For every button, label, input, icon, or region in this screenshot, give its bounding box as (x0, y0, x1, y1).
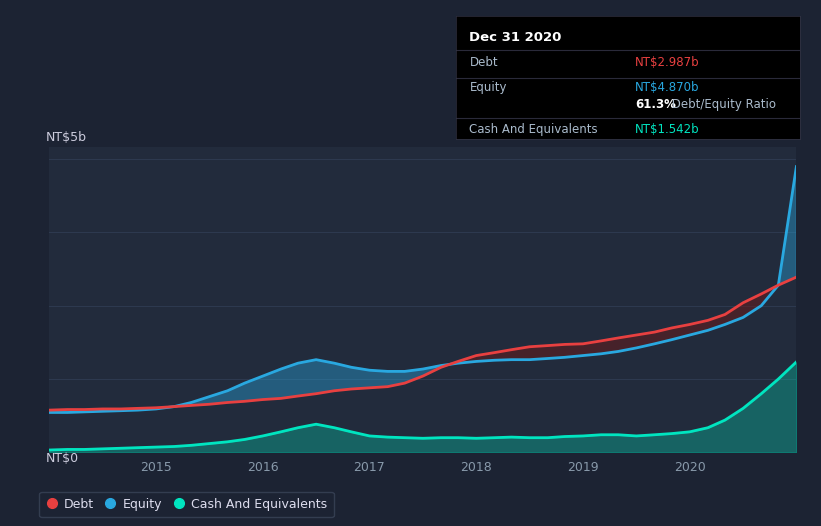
Text: Debt/Equity Ratio: Debt/Equity Ratio (667, 98, 776, 112)
Text: NT$5b: NT$5b (45, 131, 86, 144)
Legend: Debt, Equity, Cash And Equivalents: Debt, Equity, Cash And Equivalents (39, 492, 333, 517)
Text: Dec 31 2020: Dec 31 2020 (470, 31, 562, 44)
Text: Cash And Equivalents: Cash And Equivalents (470, 123, 598, 136)
Text: NT$2.987b: NT$2.987b (635, 56, 699, 69)
Text: 61.3%: 61.3% (635, 98, 676, 112)
Text: NT$1.542b: NT$1.542b (635, 123, 699, 136)
Text: NT$0: NT$0 (45, 452, 79, 466)
Text: Equity: Equity (470, 81, 507, 94)
Text: NT$4.870b: NT$4.870b (635, 81, 699, 94)
Text: Debt: Debt (470, 56, 498, 69)
